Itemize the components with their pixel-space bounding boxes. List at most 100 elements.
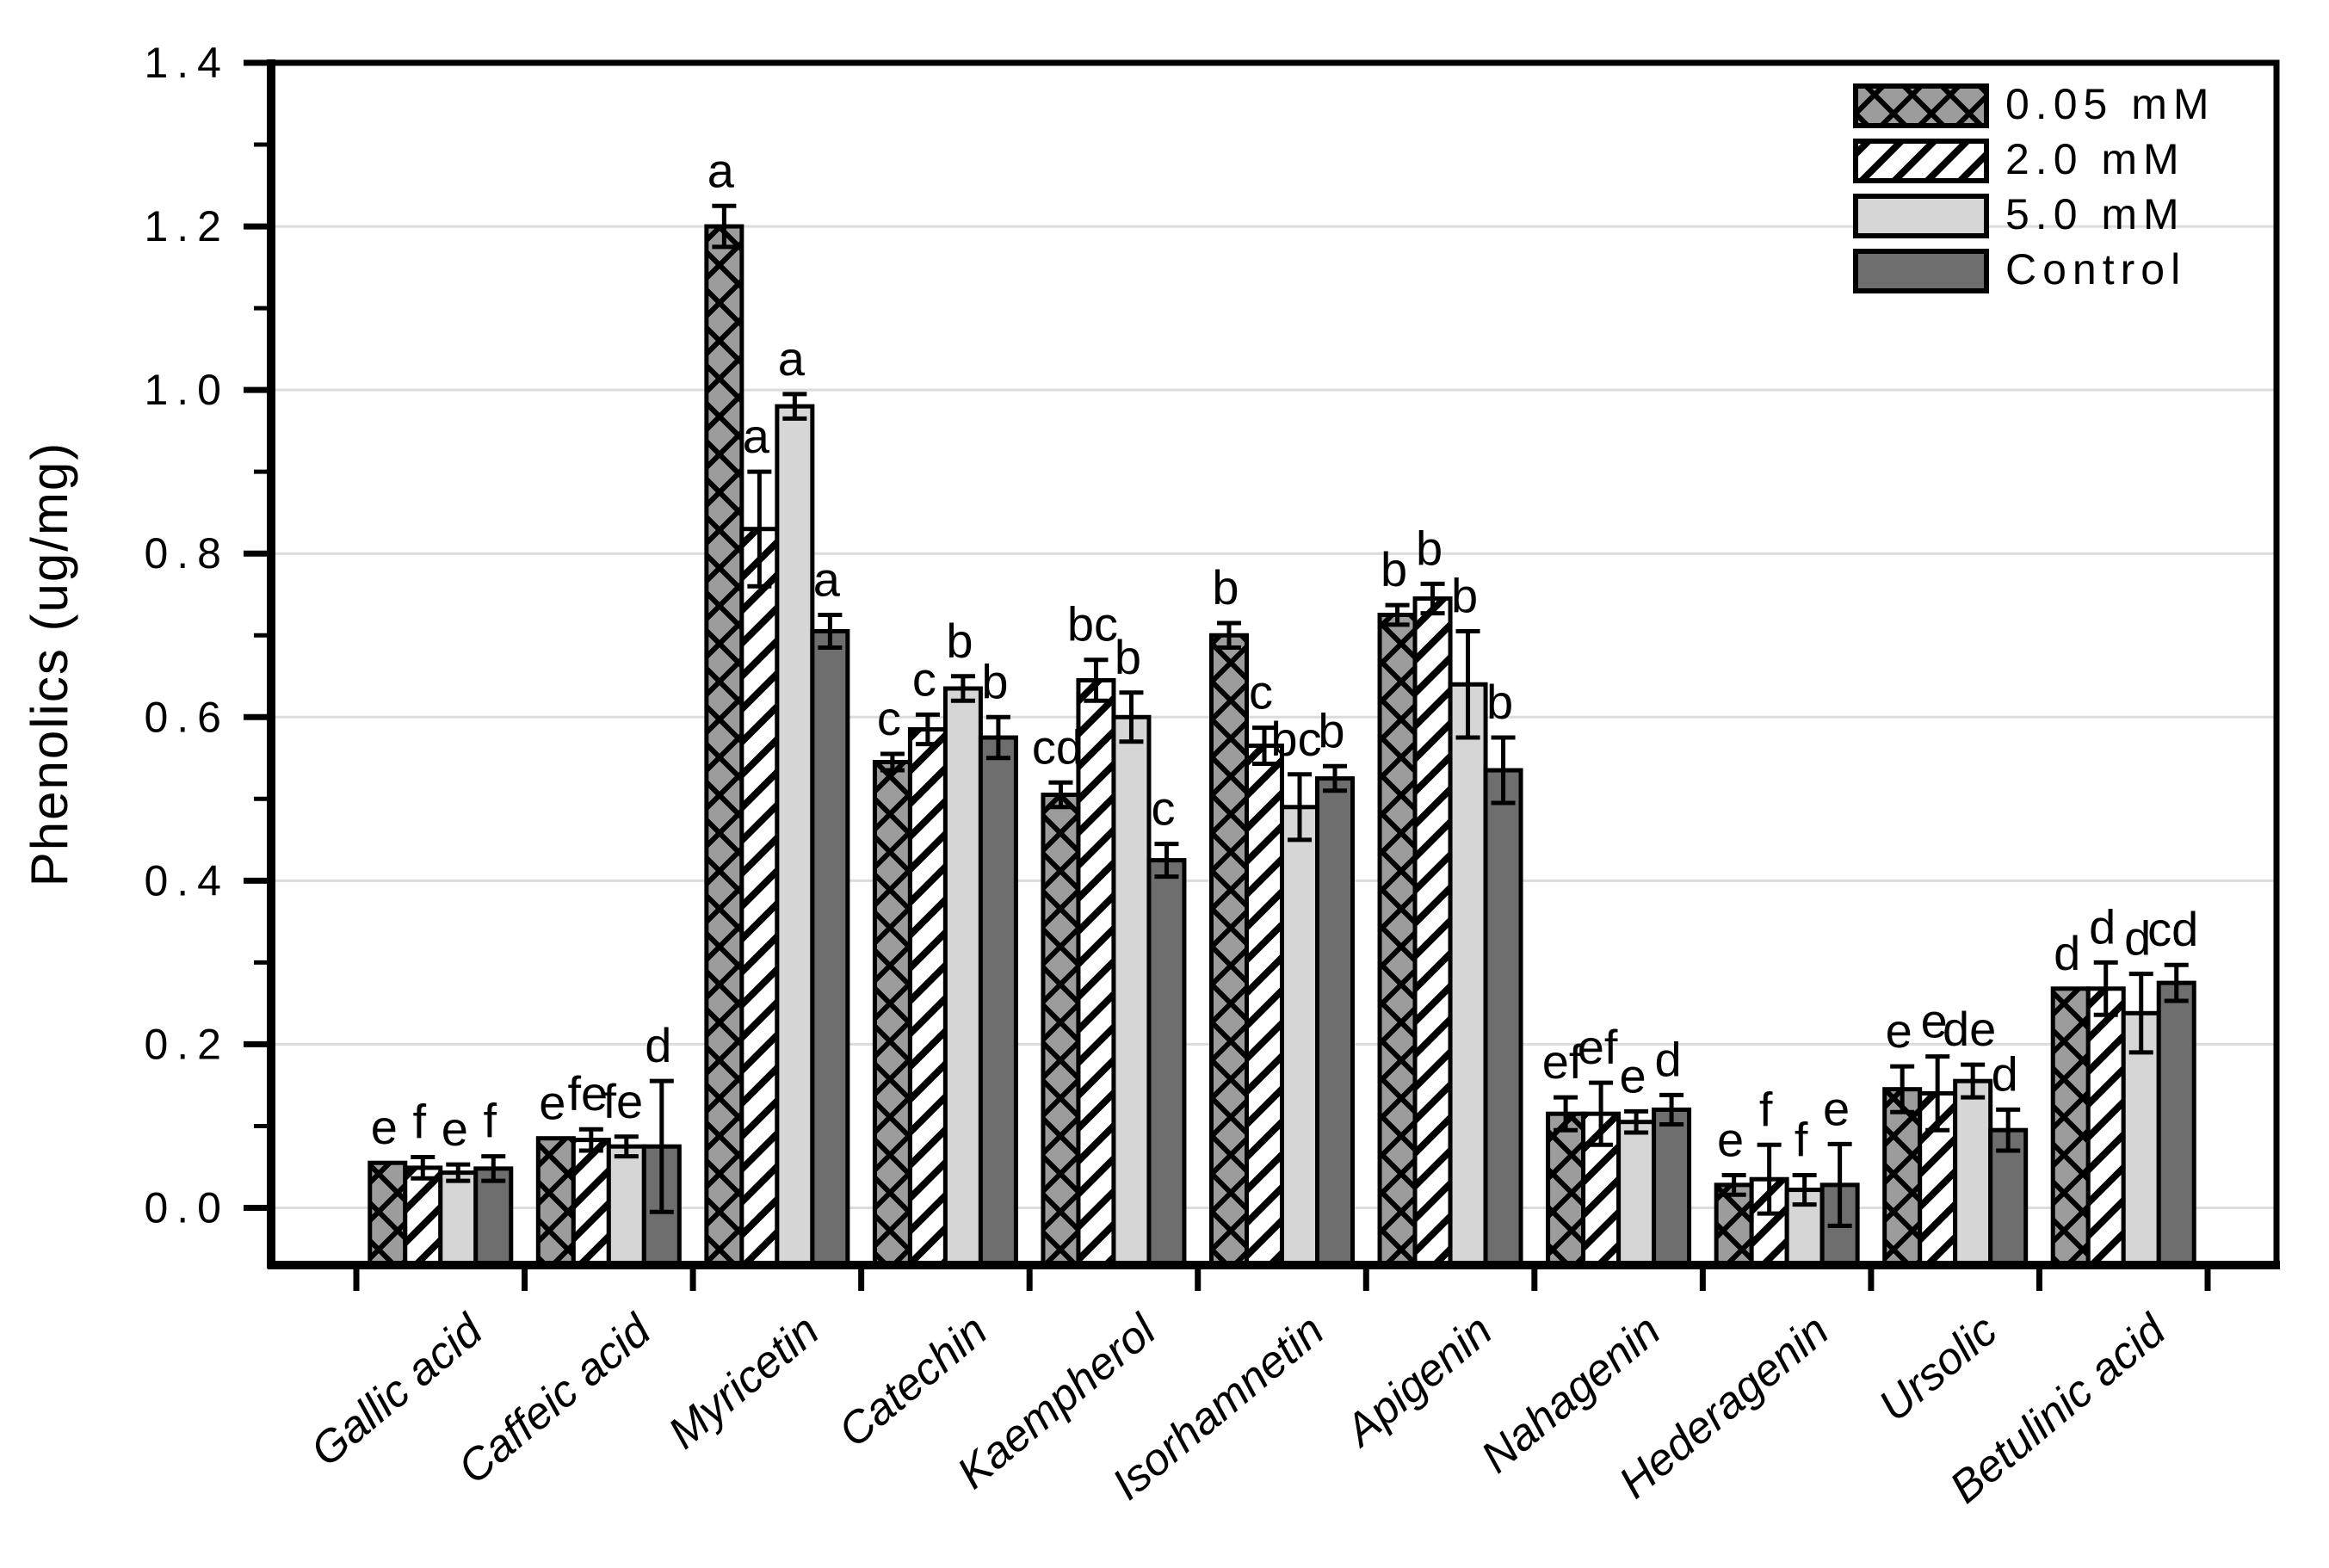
bar [571,1138,611,1268]
bar [942,686,983,1268]
bar [739,527,780,1268]
sig-letter: f [483,1094,497,1148]
legend-swatch [1853,83,1989,128]
bar-group-apigenin: b bbb [1377,521,1523,1268]
sig-letter: d [2124,911,2151,966]
sig-letter: a [813,552,841,606]
legend-swatch [1853,139,1989,183]
sig-letter: e [371,1100,398,1154]
bar [704,224,744,1268]
sig-letter: a [707,143,735,197]
sig-letter: b [1318,703,1344,757]
bar [1280,805,1319,1268]
legend-swatch [1853,194,1989,238]
legend-swatch [1853,249,1989,293]
sig-letter: c [1151,781,1175,836]
sig-letter: e [442,1102,468,1156]
x-tick-label: Myricetin [659,1306,829,1459]
sig-letter: c [877,691,901,745]
sig-letter: de [1943,1002,1996,1056]
legend-item: Control [1853,245,2186,293]
bar [2156,980,2196,1268]
y-axis: 0.0 0.2 0.4 0.6 0.8 1.0 1.2 1.4 Phenolics (ug/mg… [21,39,271,1232]
sig-letter: b [1486,675,1513,729]
y-tick-label: 0.6 [144,693,230,741]
sig-letter: d [1992,1046,2018,1101]
sig-letter: fe [602,1074,643,1128]
bar [1076,678,1116,1268]
bar [2050,986,2091,1268]
sig-letter: e [539,1076,565,1130]
legend-label: 2.0 mM [2005,135,2185,183]
sig-letter: b [1381,542,1407,596]
sig-letter: f [1795,1112,1808,1166]
bar [368,1160,408,1268]
bar [1111,714,1152,1268]
legend-label: Control [2005,245,2186,293]
sig-letter: e [1886,1003,1912,1058]
legend-label: 5.0 mM [2005,190,2185,238]
sig-letter: e [1823,1081,1850,1135]
sig-letter: c [1249,665,1273,719]
bar [1448,682,1488,1268]
y-tick-label: 1.2 [144,202,230,250]
y-tick-label: 1.0 [144,366,230,414]
x-tick-label: Apigenin [1334,1306,1502,1457]
y-tick-label: 1.4 [144,39,230,87]
bar [1377,612,1418,1268]
bar [1714,1182,1754,1268]
bar [535,1136,576,1268]
sig-letter: c [912,651,936,706]
bar-group-betulinic-acid: d d dcd [2050,899,2198,1268]
y-tick-label: 0.2 [144,1020,230,1068]
bar [810,628,850,1268]
bar [2085,986,2126,1268]
bar [1483,768,1523,1268]
bar [473,1166,514,1268]
y-tick-label: 0.4 [144,856,230,904]
bar [907,727,948,1268]
sig-letter: cd [1032,719,1083,774]
bar [606,1144,646,1268]
bar [403,1165,443,1268]
sig-letter: b [1451,568,1478,622]
x-tick-label: Catechin [830,1306,998,1457]
sig-letter: b [1416,521,1442,575]
sig-letter: b [1212,560,1239,614]
x-tick-label: Ursolic [1869,1306,2006,1432]
bar [1616,1120,1657,1268]
y-tick-label: 0.0 [144,1183,230,1232]
bar [872,760,912,1268]
sig-letter: a [778,331,806,386]
sig-letter: ef [1578,1020,1618,1074]
y-axis-title: Phenolics (ug/mg) [21,441,78,887]
bar [1652,1107,1692,1268]
legend-item: 5.0 mM [1853,190,2185,238]
sig-letter: cd [2147,902,2198,956]
sig-letter: bc [1270,712,1321,766]
bar [775,404,815,1268]
sig-letter: d [1655,1032,1682,1086]
bar [1315,776,1355,1268]
sig-letter: bc [1067,597,1118,651]
sig-letter: d [2089,899,2116,954]
bar [1146,858,1187,1268]
sig-letter: f [1759,1082,1773,1136]
sig-letter: e [1620,1048,1646,1102]
legend-label: 0.05 mM [2005,80,2215,128]
bar [1953,1078,1993,1268]
legend-item: 2.0 mM [1853,135,2185,183]
sig-letter: e [1921,994,1948,1048]
sig-letter: d [645,1018,671,1072]
bar [438,1170,479,1268]
bar [1882,1087,1923,1268]
sig-letter: b [1115,630,1141,684]
